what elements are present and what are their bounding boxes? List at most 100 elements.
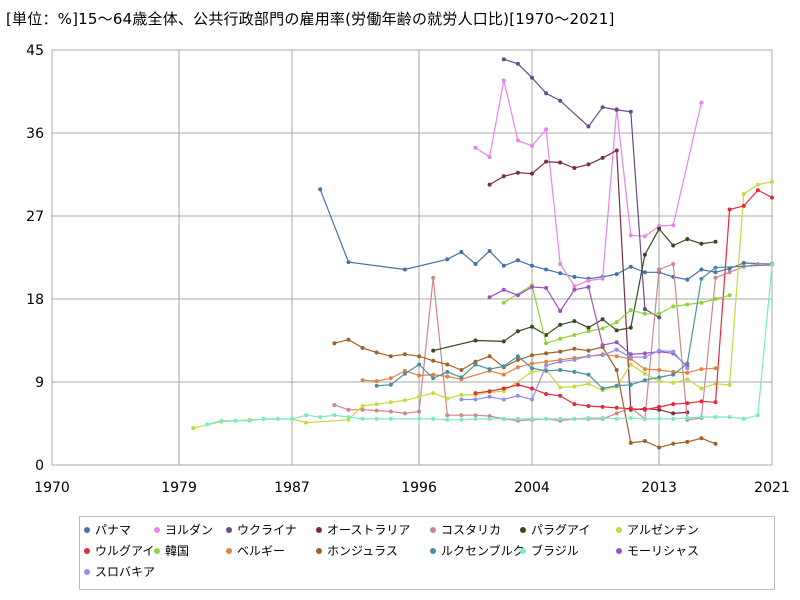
data-point: [501, 263, 506, 268]
data-point: [544, 267, 549, 272]
y-tick-label: 0: [35, 458, 44, 474]
data-point: [304, 420, 309, 425]
data-point: [572, 333, 577, 337]
data-point: [628, 308, 633, 313]
data-point: [332, 413, 337, 418]
data-point: [374, 402, 379, 407]
x-tick-label: 2013: [641, 480, 677, 496]
data-point: [685, 439, 690, 444]
data-point: [544, 351, 549, 356]
series-4: [332, 262, 774, 423]
data-point: [445, 257, 450, 262]
data-point: [501, 300, 506, 305]
data-point: [346, 260, 351, 265]
data-point: [614, 383, 619, 388]
data-point: [642, 367, 647, 372]
data-point: [657, 311, 662, 316]
data-point: [671, 262, 676, 266]
legend-item: 韓国: [154, 542, 189, 559]
data-point: [642, 416, 647, 421]
data-point: [657, 226, 662, 231]
data-point: [699, 399, 704, 404]
data-point: [671, 349, 676, 354]
x-tick-label: 2021: [754, 480, 790, 496]
data-point: [628, 325, 633, 330]
data-point: [501, 78, 506, 83]
data-point: [558, 368, 563, 372]
series-2: [501, 57, 662, 320]
data-point: [558, 309, 563, 313]
data-point: [544, 416, 549, 421]
data-point: [515, 382, 520, 387]
data-point: [586, 325, 591, 330]
data-point: [459, 375, 464, 380]
data-point: [699, 300, 704, 305]
data-point: [642, 252, 647, 257]
data-point: [600, 105, 605, 110]
data-point: [642, 407, 647, 412]
data-point: [360, 345, 365, 350]
data-point: [671, 372, 676, 377]
data-point: [487, 155, 492, 159]
data-point: [572, 384, 577, 389]
data-point: [614, 354, 619, 359]
data-point: [713, 265, 718, 270]
data-point: [530, 143, 534, 148]
data-point: [628, 233, 633, 238]
data-point: [459, 368, 464, 372]
data-point: [191, 426, 196, 431]
data-point: [572, 369, 577, 374]
data-point: [515, 354, 520, 359]
data-point: [558, 271, 563, 276]
data-point: [487, 414, 492, 419]
data-point: [713, 297, 718, 301]
legend-label: ウクライナ: [237, 523, 297, 537]
series-line: [433, 227, 716, 352]
legend-item: スロバキア: [84, 563, 155, 580]
data-point: [501, 386, 506, 391]
y-tick-label: 45: [26, 43, 44, 59]
data-point: [558, 336, 563, 341]
data-point: [699, 436, 704, 441]
legend-label: 韓国: [165, 544, 190, 558]
series-11: [374, 262, 774, 391]
data-point: [614, 272, 619, 277]
data-point: [473, 262, 478, 266]
data-point: [318, 415, 323, 419]
data-point: [600, 416, 605, 420]
data-point: [290, 416, 294, 421]
data-point: [671, 243, 676, 248]
legend-label: パラグアイ: [531, 523, 591, 537]
data-point: [713, 239, 718, 244]
data-point: [417, 409, 422, 414]
data-point: [642, 355, 647, 360]
data-point: [515, 293, 520, 298]
legend-label: アルゼンチン: [627, 523, 699, 537]
data-point: [614, 320, 619, 325]
data-point: [628, 264, 633, 269]
data-point: [628, 362, 633, 367]
data-point: [572, 346, 577, 351]
data-point: [642, 234, 647, 239]
data-point: [402, 371, 407, 376]
data-point: [233, 418, 238, 423]
data-point: [501, 364, 506, 369]
data-point: [487, 354, 492, 359]
data-point: [657, 315, 662, 320]
data-point: [642, 351, 647, 356]
data-point: [431, 391, 436, 396]
data-point: [727, 207, 732, 212]
data-point: [657, 224, 662, 229]
data-point: [515, 393, 520, 398]
data-point: [487, 389, 492, 394]
data-point: [558, 262, 563, 266]
data-point: [530, 416, 534, 421]
y-tick-label: 36: [26, 126, 44, 142]
data-point: [558, 349, 563, 354]
legend-marker: [520, 527, 526, 533]
data-point: [699, 100, 704, 105]
data-point: [544, 91, 549, 96]
data-point: [600, 386, 605, 391]
data-point: [459, 250, 464, 254]
chart-grid: [51, 49, 773, 466]
